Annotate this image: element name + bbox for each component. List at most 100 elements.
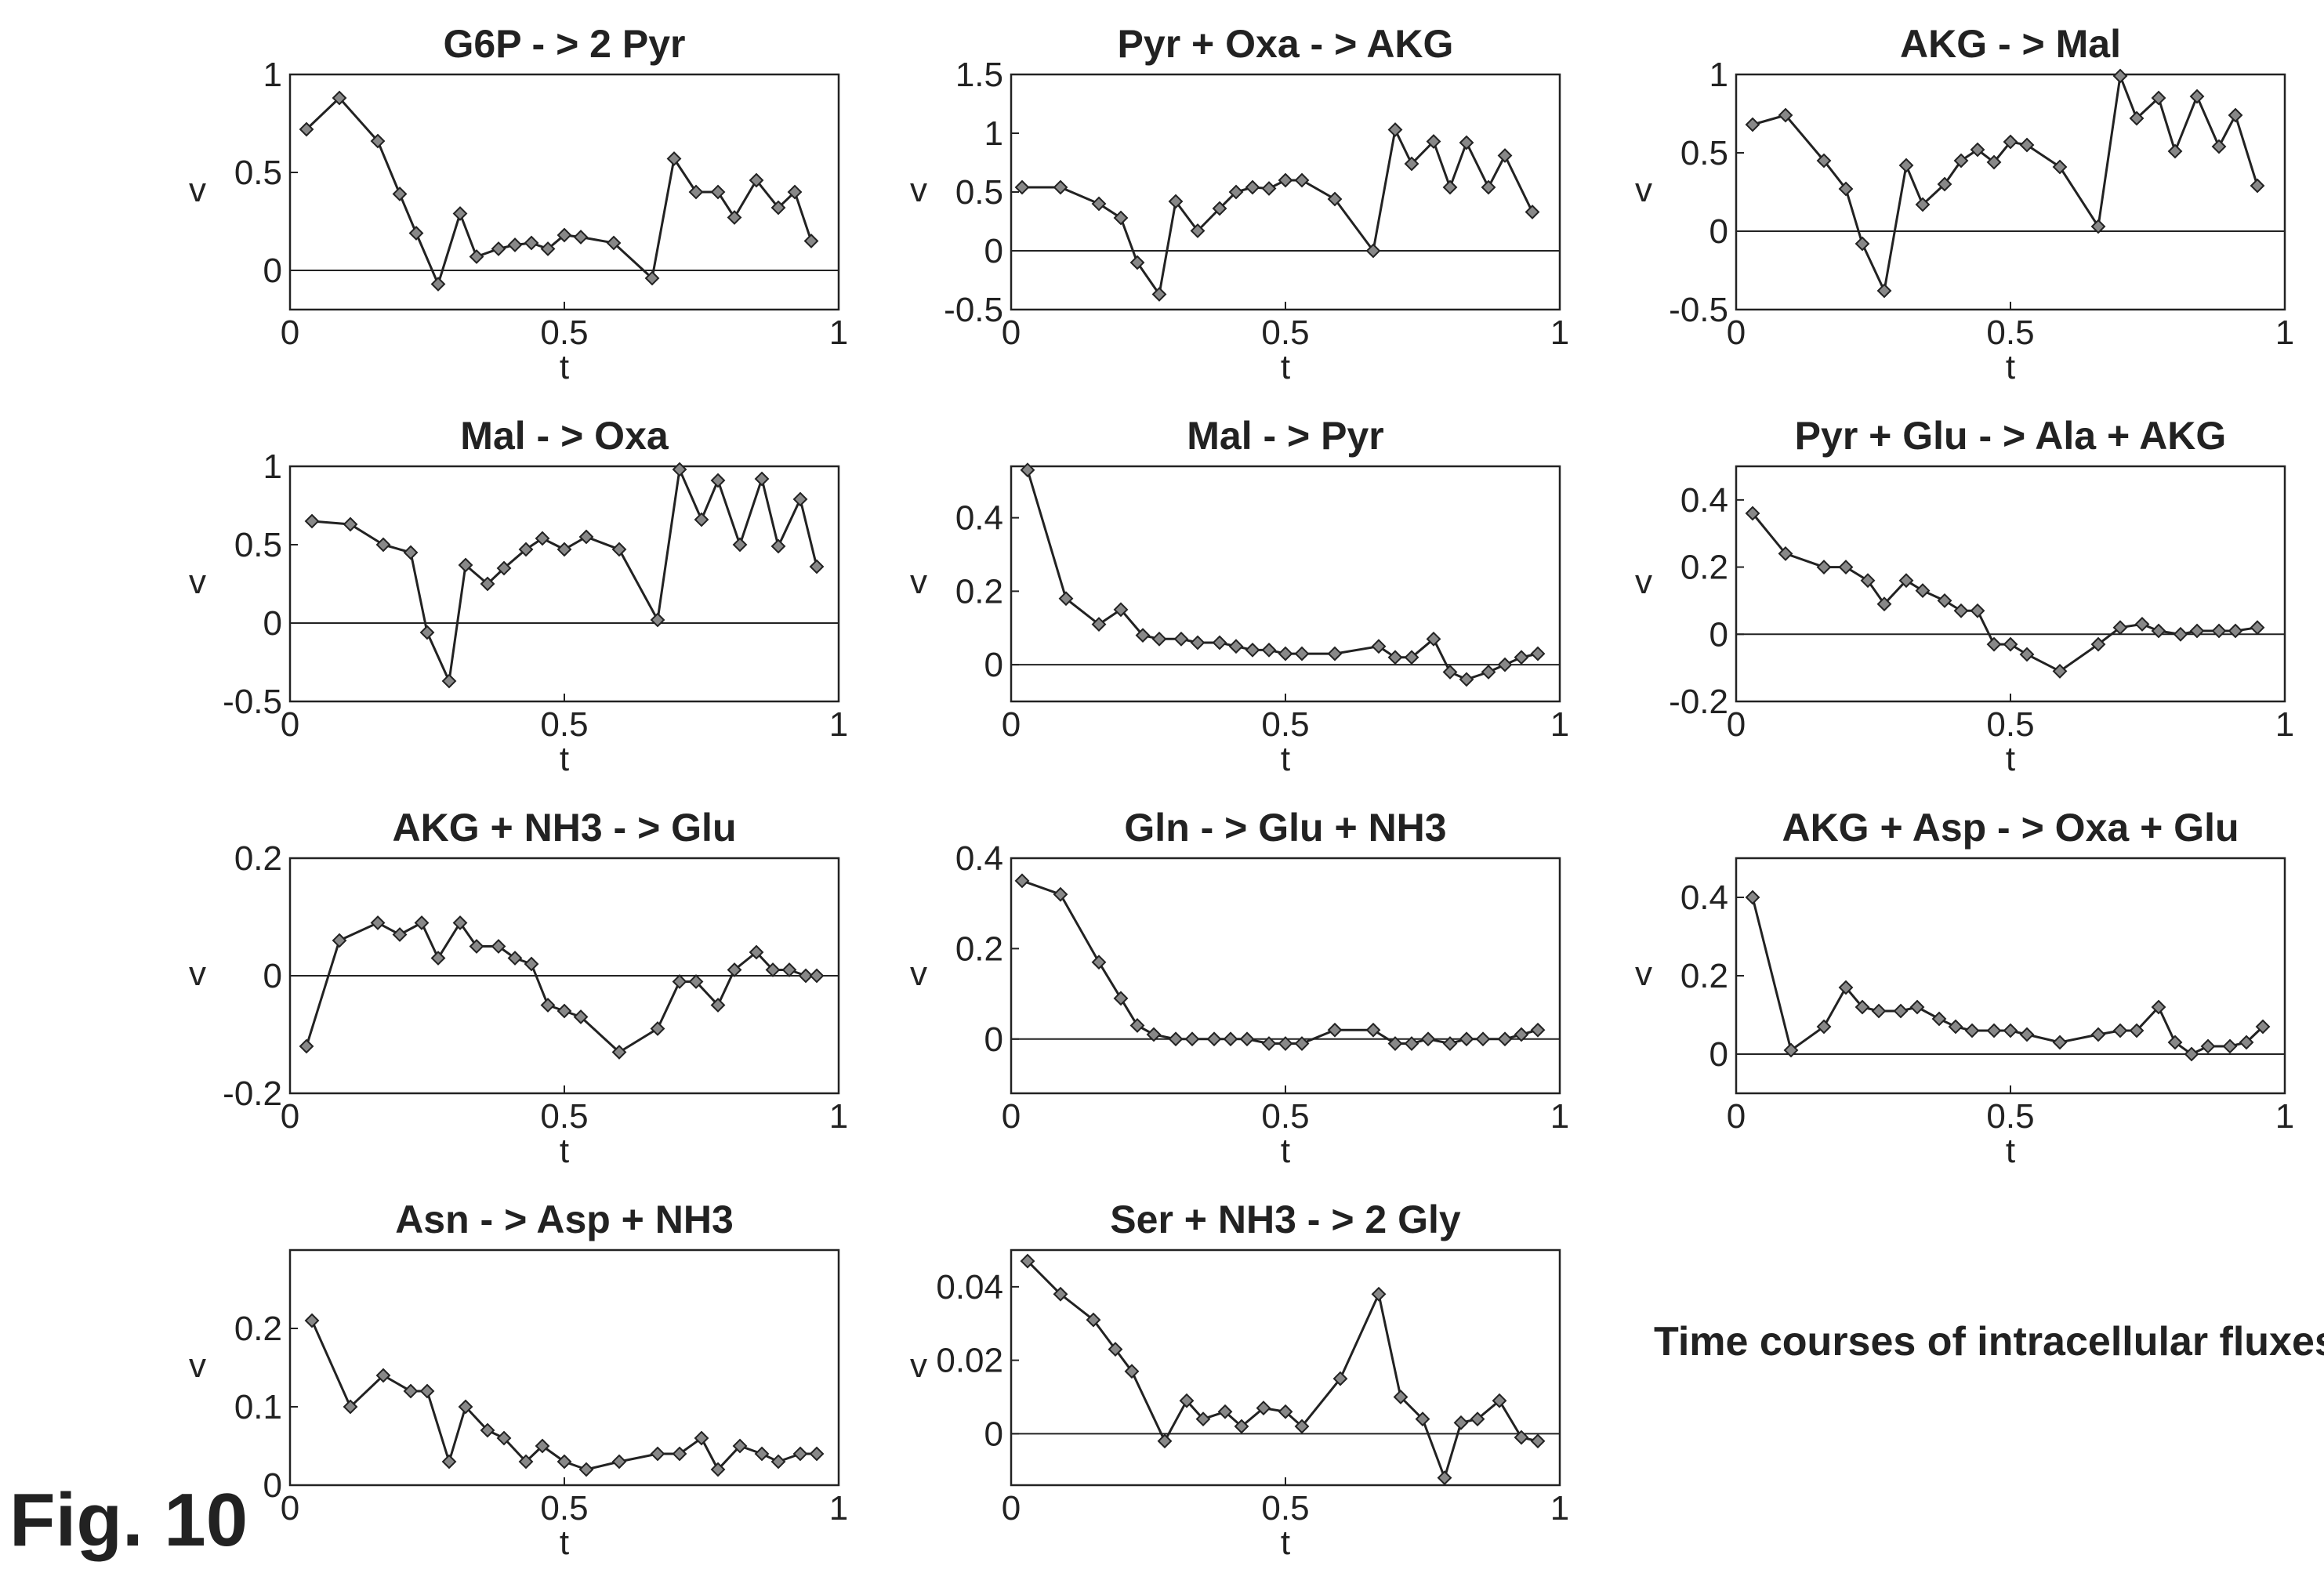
- data-point: [469, 249, 484, 264]
- data-point: [2250, 620, 2265, 636]
- data-point: [1525, 205, 1540, 219]
- x-axis-label: t: [1281, 348, 1290, 386]
- data-point: [507, 237, 523, 252]
- data-point: [2222, 1038, 2238, 1054]
- data-point: [578, 529, 594, 545]
- plot-frame: [1735, 465, 2286, 703]
- data-point: [2019, 137, 2035, 153]
- data-point: [408, 226, 424, 241]
- data-point: [1514, 1027, 1529, 1042]
- x-tick-label: 0: [1727, 705, 1746, 744]
- data-point: [688, 184, 704, 200]
- y-axis-label: v: [910, 171, 927, 209]
- data-point: [787, 184, 803, 200]
- chart-title: Ser + NH3 - > 2 Gly: [1110, 1198, 1461, 1241]
- data-point: [1778, 107, 1793, 123]
- data-point: [1475, 1031, 1491, 1047]
- data-point: [765, 962, 781, 977]
- data-point: [507, 951, 523, 966]
- series-line: [1752, 71, 2259, 295]
- data-point: [1453, 1415, 1469, 1430]
- x-tick-label: 0.5: [1261, 313, 1309, 352]
- data-point: [1294, 1419, 1310, 1434]
- data-point: [688, 974, 704, 989]
- data-point: [1514, 650, 1529, 665]
- data-point: [672, 974, 687, 989]
- data-point: [1404, 156, 1419, 172]
- data-point: [491, 939, 506, 954]
- y-tick-label: 0.04: [936, 1268, 1003, 1306]
- data-point: [1108, 1342, 1123, 1357]
- data-point: [1871, 1003, 1887, 1019]
- chart-title: AKG + Asp - > Oxa + Glu: [1782, 806, 2239, 850]
- y-tick-label: 0.02: [936, 1342, 1003, 1380]
- data-point: [1387, 1036, 1403, 1051]
- data-point: [650, 612, 665, 628]
- data-point: [1838, 560, 1854, 574]
- data-point: [2228, 623, 2243, 639]
- chart-panel: Asn - > Asp + NH3 0 0.1 0.2 0 0.5 1 t v: [189, 1198, 848, 1562]
- data-point: [557, 542, 572, 557]
- y-tick-label: 1: [984, 114, 1003, 153]
- data-point: [441, 1454, 457, 1469]
- data-point: [1964, 1023, 1980, 1038]
- data-point: [1157, 1433, 1173, 1449]
- data-point: [392, 187, 408, 201]
- data-point: [557, 1003, 572, 1019]
- x-tick-label: 0: [281, 313, 299, 352]
- series-line: [1022, 125, 1534, 298]
- y-tick-label: 0.4: [1680, 879, 1728, 917]
- data-point: [1256, 1401, 1271, 1415]
- data-point: [1783, 1042, 1799, 1058]
- data-point: [754, 471, 770, 487]
- data-point: [496, 560, 512, 576]
- data-point: [1086, 1312, 1101, 1328]
- data-point: [1970, 142, 1985, 158]
- data-point: [332, 933, 347, 948]
- y-tick-label: 0.2: [955, 930, 1003, 968]
- data-point: [573, 1009, 589, 1024]
- data-point: [2250, 178, 2265, 194]
- data-point: [1387, 122, 1403, 137]
- x-axis-label: t: [560, 1132, 569, 1170]
- x-tick-label: 0: [1002, 1097, 1021, 1136]
- data-point: [1091, 196, 1107, 212]
- data-point: [809, 559, 825, 574]
- data-point: [770, 200, 786, 216]
- data-point: [414, 915, 430, 930]
- series-line: [305, 920, 817, 1054]
- data-point: [1151, 287, 1167, 302]
- data-point: [1459, 1031, 1474, 1047]
- data-point: [1415, 1411, 1430, 1427]
- chart-panel: AKG + NH3 - > Glu-0.200.20 0.5 1tv: [189, 806, 848, 1170]
- data-point: [1816, 1019, 1832, 1035]
- data-point: [1860, 573, 1876, 589]
- data-point: [1442, 665, 1458, 679]
- x-tick-label: 0: [1727, 1097, 1746, 1136]
- data-point: [375, 1368, 391, 1383]
- data-point: [1239, 1031, 1255, 1047]
- x-axis-label: t: [2006, 348, 2015, 386]
- data-point: [2151, 999, 2166, 1015]
- data-point: [1745, 117, 1760, 132]
- data-point: [2112, 1023, 2128, 1038]
- data-point: [2052, 159, 2068, 175]
- data-point: [1778, 546, 1793, 561]
- x-tick-label: 1: [1550, 1489, 1569, 1527]
- y-tick-label: 0: [1709, 615, 1728, 654]
- data-point: [524, 235, 539, 251]
- x-axis-label: t: [1281, 1524, 1290, 1562]
- y-tick-label: 1: [1709, 56, 1728, 94]
- y-axis-label: v: [910, 563, 927, 601]
- data-point: [557, 1454, 572, 1469]
- data-point: [2090, 1027, 2106, 1042]
- chart-panel: G6P - > 2 Pyr 0 0.5 1 0 0.5 1 t v: [189, 22, 848, 386]
- data-point: [304, 513, 320, 529]
- data-point: [1970, 603, 1985, 618]
- data-point: [1278, 172, 1293, 188]
- data-point: [1393, 1390, 1409, 1404]
- data-point: [1481, 665, 1496, 679]
- data-point: [666, 151, 682, 166]
- y-tick-label: 0.2: [234, 1310, 282, 1348]
- data-point: [710, 1462, 726, 1477]
